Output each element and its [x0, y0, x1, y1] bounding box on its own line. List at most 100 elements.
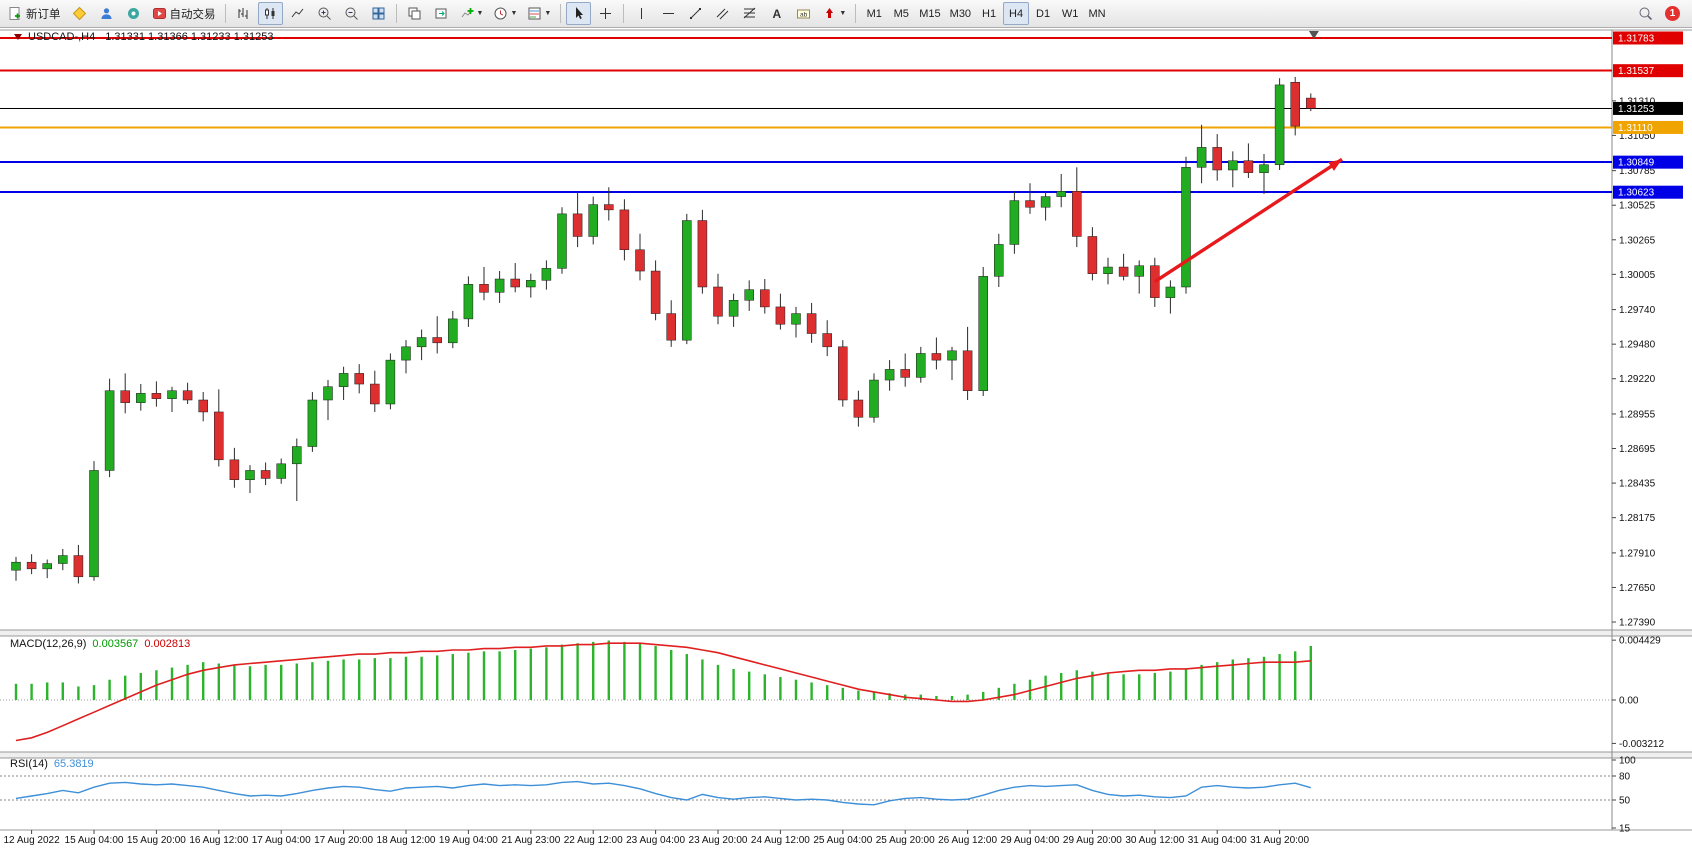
arrows-tool-button[interactable]: ▼	[818, 2, 850, 25]
svg-text:1.31310: 1.31310	[1619, 96, 1656, 107]
candlestick-chart-button[interactable]	[257, 2, 283, 25]
horizontal-line-tool-button[interactable]	[656, 2, 681, 25]
svg-text:1.28955: 1.28955	[1619, 409, 1656, 420]
toolbar-separator	[855, 4, 857, 23]
candles	[11, 76, 1316, 584]
timeframe-D1[interactable]: D1	[1036, 7, 1051, 20]
fibonacci-tool-button[interactable]	[737, 2, 762, 25]
trendline-tool-button[interactable]	[683, 2, 708, 25]
svg-text:0.00: 0.00	[1619, 696, 1639, 707]
vertical-line-icon	[634, 6, 649, 21]
indicators-icon	[460, 6, 475, 21]
svg-text:1.28435: 1.28435	[1619, 479, 1656, 490]
svg-text:23 Aug 04:00: 23 Aug 04:00	[626, 835, 685, 846]
svg-text:1.31253: 1.31253	[1618, 104, 1655, 115]
timeframe-W1[interactable]: W1	[1061, 7, 1079, 20]
svg-text:12 Aug 2022: 12 Aug 2022	[4, 835, 61, 846]
person-icon	[99, 6, 114, 21]
chevron-down-icon: ▼	[476, 10, 484, 17]
timeframe-M5[interactable]: M5	[893, 7, 909, 20]
svg-text:22 Aug 12:00: 22 Aug 12:00	[564, 835, 623, 846]
arrange-windows-icon	[434, 6, 449, 21]
fibonacci-icon	[742, 6, 757, 21]
line-chart-button[interactable]	[285, 2, 310, 25]
timeframe-M1[interactable]: M1	[866, 7, 882, 20]
price-axis: 1.31310 1.31050 1.30785 1.30525 1.30265 1.300…	[1612, 31, 1683, 629]
svg-text:1.29220: 1.29220	[1619, 374, 1656, 385]
svg-text:1.27910: 1.27910	[1619, 548, 1656, 559]
timeframe-MN[interactable]: MN	[1088, 7, 1106, 20]
clock-icon	[493, 6, 508, 21]
cursor-icon	[571, 6, 586, 21]
community-button[interactable]	[94, 2, 119, 25]
svg-text:19 Aug 04:00: 19 Aug 04:00	[439, 835, 498, 846]
text-label-tool-button[interactable]: ab	[791, 2, 816, 25]
search-icon	[1638, 6, 1653, 21]
text-label-icon: ab	[796, 6, 811, 21]
arrange-windows-button[interactable]	[429, 2, 454, 25]
bar-chart-button[interactable]	[231, 2, 256, 25]
svg-text:A: A	[773, 7, 782, 21]
templates-button[interactable]: ▼	[523, 2, 555, 25]
crosshair-button[interactable]	[593, 2, 618, 25]
svg-text:1.30005: 1.30005	[1619, 270, 1656, 281]
indicators-button[interactable]: ▼	[456, 2, 488, 25]
tile-windows-button[interactable]	[366, 2, 391, 25]
line-chart-icon	[290, 6, 305, 21]
cascade-windows-icon	[407, 6, 422, 21]
templates-icon	[527, 6, 542, 21]
svg-text:-0.003212: -0.003212	[1619, 739, 1664, 750]
chart-shift-marker[interactable]	[1308, 31, 1319, 39]
cursor-button[interactable]	[566, 2, 592, 25]
svg-text:1.30849: 1.30849	[1618, 158, 1655, 169]
new-order-button[interactable]: 新订单	[4, 2, 65, 25]
new-order-icon	[8, 6, 23, 21]
horizontal-line-objects[interactable]	[0, 36, 1612, 194]
svg-text:50: 50	[1619, 796, 1631, 807]
svg-text:1.30785: 1.30785	[1619, 166, 1656, 177]
help-button[interactable]	[121, 2, 146, 25]
svg-text:1.29740: 1.29740	[1619, 305, 1656, 316]
channel-tool-button[interactable]	[710, 2, 735, 25]
macd-panel: 0.004429 0.00 -0.003212	[0, 636, 1664, 750]
timeframe-M30[interactable]: M30	[949, 7, 972, 20]
notification-badge[interactable]: 1	[1665, 6, 1680, 21]
timeframe-M15[interactable]: M15	[919, 7, 941, 20]
svg-text:29 Aug 20:00: 29 Aug 20:00	[1063, 835, 1122, 846]
main-toolbar: 新订单 自动交易	[0, 0, 1692, 28]
svg-text:31 Aug 04:00: 31 Aug 04:00	[1188, 835, 1247, 846]
trend-arrow-annotation[interactable]	[1153, 157, 1343, 284]
channel-icon	[715, 6, 730, 21]
svg-text:1.29480: 1.29480	[1619, 340, 1656, 351]
chevron-down-icon: ▼	[510, 10, 518, 17]
metaeditor-button[interactable]	[67, 2, 92, 25]
bar-chart-icon	[236, 6, 251, 21]
search-button[interactable]	[1633, 2, 1658, 25]
toolbar-separator	[224, 4, 226, 23]
vertical-line-tool-button[interactable]	[629, 2, 654, 25]
periods-button[interactable]: ▼	[489, 2, 521, 25]
svg-text:15 Aug 20:00: 15 Aug 20:00	[127, 835, 186, 846]
zoom-out-button[interactable]	[339, 2, 364, 25]
toolbar-separator	[623, 4, 625, 23]
timeframe-H4[interactable]: H4	[1003, 2, 1030, 25]
autotrading-button[interactable]: 自动交易	[148, 2, 220, 25]
svg-text:15: 15	[1619, 824, 1631, 835]
chevron-down-icon: ▼	[839, 10, 847, 17]
cascade-windows-button[interactable]	[402, 2, 427, 25]
zoom-in-button[interactable]	[312, 2, 337, 25]
new-order-label: 新订单	[26, 8, 61, 21]
svg-text:1.30525: 1.30525	[1619, 201, 1656, 212]
timeframe-H1[interactable]: H1	[982, 7, 997, 20]
svg-text:1.27650: 1.27650	[1619, 583, 1656, 594]
svg-text:1.30265: 1.30265	[1619, 235, 1656, 246]
text-tool-button[interactable]: A	[764, 2, 789, 25]
svg-text:17 Aug 04:00: 17 Aug 04:00	[252, 835, 311, 846]
svg-text:1.31110: 1.31110	[1618, 123, 1653, 134]
timeframe-buttons: M1 M5 M15 M30 H1 H4 D1 W1 MN	[861, 2, 1110, 25]
metaeditor-icon	[72, 6, 87, 21]
svg-text:26 Aug 12:00: 26 Aug 12:00	[938, 835, 997, 846]
